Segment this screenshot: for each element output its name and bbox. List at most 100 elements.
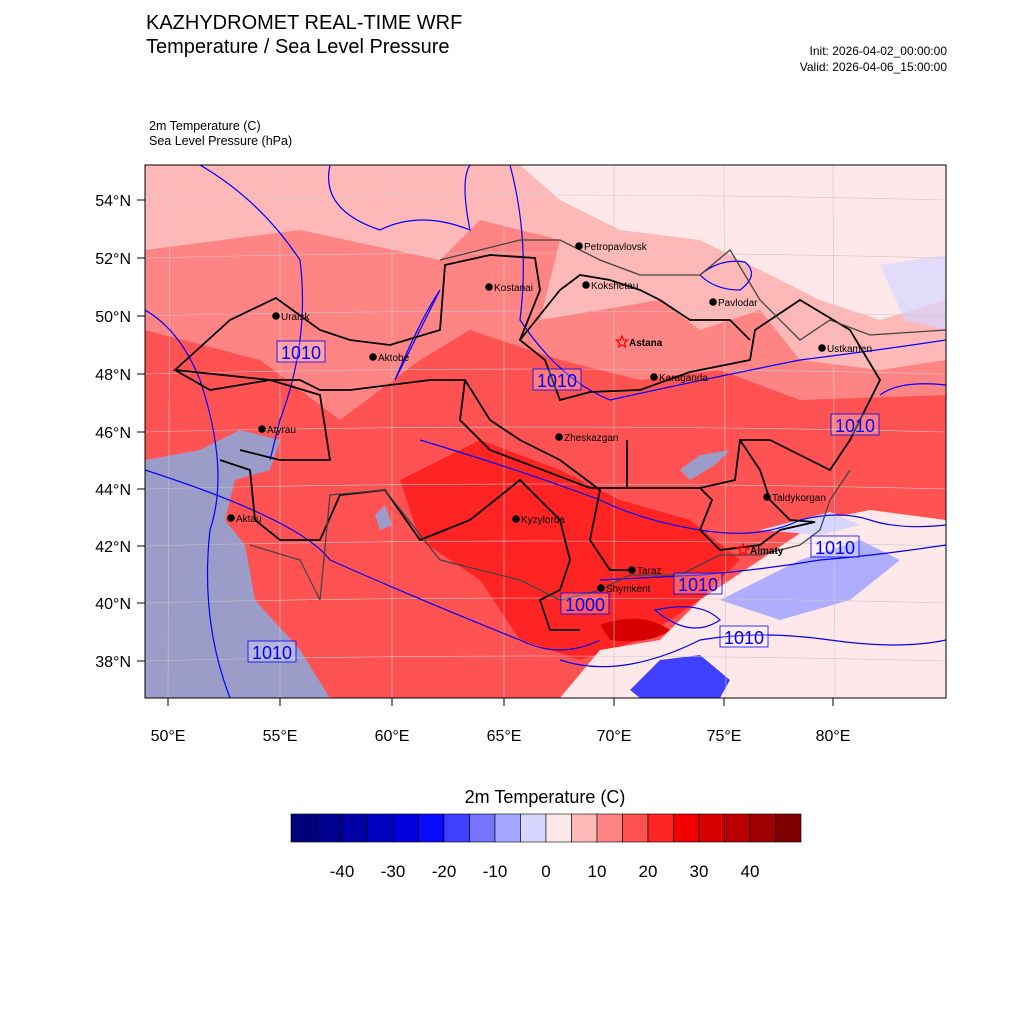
lon-tick-label: 65°E xyxy=(487,728,522,745)
colorbar-swatch xyxy=(545,813,572,843)
city-dot-icon xyxy=(227,514,235,522)
city-label: Astana xyxy=(629,338,663,349)
hottest-spot xyxy=(600,618,670,642)
country-borders xyxy=(249,239,946,601)
colorbar-swatch xyxy=(622,813,649,843)
city-dot-icon xyxy=(555,433,563,441)
colorbar-swatch xyxy=(647,813,674,843)
city-markers: Petropavlovsk Kokshetau Kostanai Uralsk Akto… xyxy=(227,242,872,595)
isobar-label-box xyxy=(532,368,582,391)
colorbar-swatch xyxy=(392,813,419,843)
isobar-labels: 1010 1010 1010 1010 1010 1010 1010 1000 xyxy=(247,340,880,663)
lon-tick-label: 50°E xyxy=(151,728,186,745)
city-label: Kokshetau xyxy=(591,281,638,292)
lon-tick-label: 80°E xyxy=(816,728,851,745)
colorbar-tick-label: 40 xyxy=(741,862,760,881)
colorbar-tick-label: -20 xyxy=(432,862,457,881)
city-dot-icon xyxy=(582,281,590,289)
city-label: Kyzylorda xyxy=(521,515,565,526)
colorbar-swatch xyxy=(418,813,445,843)
city-dot-icon xyxy=(763,493,771,501)
city-dot-icon xyxy=(628,566,636,574)
lon-tick-label: 75°E xyxy=(707,728,742,745)
isobar-label-box xyxy=(810,535,860,558)
lat-tick-label: 48°N xyxy=(95,367,131,384)
city-dot-icon xyxy=(485,283,493,291)
colorbar-swatch xyxy=(698,813,725,843)
valid-time: Valid: 2026-04-06_15:00:00 xyxy=(799,60,947,74)
isobar-label-box xyxy=(247,640,297,663)
field-label-temperature: 2m Temperature (C) xyxy=(149,119,261,133)
city-dot-icon xyxy=(512,515,520,523)
colorbar-swatch xyxy=(443,813,470,843)
isobar-label: 1010 xyxy=(815,538,855,558)
balkhash-lake xyxy=(680,450,730,480)
lat-tick-label: 54°N xyxy=(95,193,131,210)
lat-tick-label: 40°N xyxy=(95,596,131,613)
colorbar-swatch xyxy=(520,813,547,843)
mountain-cold-1 xyxy=(720,540,900,620)
chart-subtitle: Temperature / Sea Level Pressure xyxy=(146,36,450,58)
isobar-label-box xyxy=(830,413,880,436)
colorbar-swatch xyxy=(469,813,496,843)
lat-tick-label: 52°N xyxy=(95,251,131,268)
lat-tick-label: 44°N xyxy=(95,482,131,499)
hot-core xyxy=(400,440,740,660)
lon-tick-label: 60°E xyxy=(375,728,410,745)
city-dot-icon xyxy=(369,353,377,361)
city-label: Taraz xyxy=(637,566,661,577)
colorbar-swatch xyxy=(494,813,521,843)
capital-star-icon xyxy=(614,334,630,349)
lat-axis: 54°N 52°N 50°N 48°N 46°N 44°N 42°N 40°N 38°N xyxy=(95,193,145,671)
caspian-sea xyxy=(145,430,330,698)
city-label: Atyrau xyxy=(267,425,296,436)
isobar-label: 1010 xyxy=(537,371,577,391)
colorbar-swatch xyxy=(316,813,343,843)
lat-tick-label: 46°N xyxy=(95,425,131,442)
isobar-label: 1010 xyxy=(252,643,292,663)
lat-tick-label: 50°N xyxy=(95,309,131,326)
colorbar-tick-label: 20 xyxy=(639,862,658,881)
isobar-label-box xyxy=(673,572,723,595)
isobar-label-box xyxy=(719,625,769,648)
city-label: Pavlodar xyxy=(718,298,758,309)
colorbar-tick-label: -10 xyxy=(483,862,508,881)
colorbar-swatch xyxy=(724,813,751,843)
city-dot-icon xyxy=(575,242,583,250)
city-label: Petropavlovsk xyxy=(584,242,648,253)
city-dot-icon xyxy=(709,298,717,306)
colorbar-title: 2m Temperature (C) xyxy=(464,787,626,807)
colorbar: -40 -30 -20 -10 0 10 20 30 40 xyxy=(290,813,802,881)
field-label-pressure: Sea Level Pressure (hPa) xyxy=(149,134,293,148)
lat-tick-label: 42°N xyxy=(95,539,131,556)
lat-tick-label: 38°N xyxy=(95,654,131,671)
colorbar-swatch xyxy=(596,813,623,843)
city-label: Taldykorgan xyxy=(772,493,826,504)
colorbar-swatch xyxy=(290,813,317,843)
chart-title: KAZHYDROMET REAL-TIME WRF xyxy=(146,12,463,34)
isobar-label-box xyxy=(276,340,326,363)
colorbar-tick-label: -40 xyxy=(330,862,355,881)
city-dot-icon xyxy=(818,344,826,352)
lon-tick-label: 70°E xyxy=(597,728,632,745)
lon-axis: 50°E 55°E 60°E 65°E 70°E 75°E 80°E xyxy=(151,698,851,745)
city-label: Aktau xyxy=(236,514,262,525)
colorbar-swatch xyxy=(673,813,700,843)
city-label: Almaty xyxy=(750,546,784,557)
city-dot-icon xyxy=(650,373,658,381)
colorbar-swatch xyxy=(749,813,776,843)
city-label: Karaganda xyxy=(659,373,708,384)
colorbar-tick-label: 30 xyxy=(690,862,709,881)
init-time: Init: 2026-04-02_00:00:00 xyxy=(809,44,947,58)
isobar-label-box xyxy=(560,592,610,615)
mountain-cold-2 xyxy=(630,655,730,698)
city-label: Kostanai xyxy=(494,283,533,294)
city-label: Aktobe xyxy=(378,353,410,364)
city-dot-icon xyxy=(258,425,266,433)
city-dot-icon xyxy=(272,312,280,320)
colorbar-swatch xyxy=(571,813,598,843)
temperature-field xyxy=(145,165,946,698)
isobar-label: 1000 xyxy=(565,595,605,615)
cool-north-region xyxy=(520,165,946,320)
